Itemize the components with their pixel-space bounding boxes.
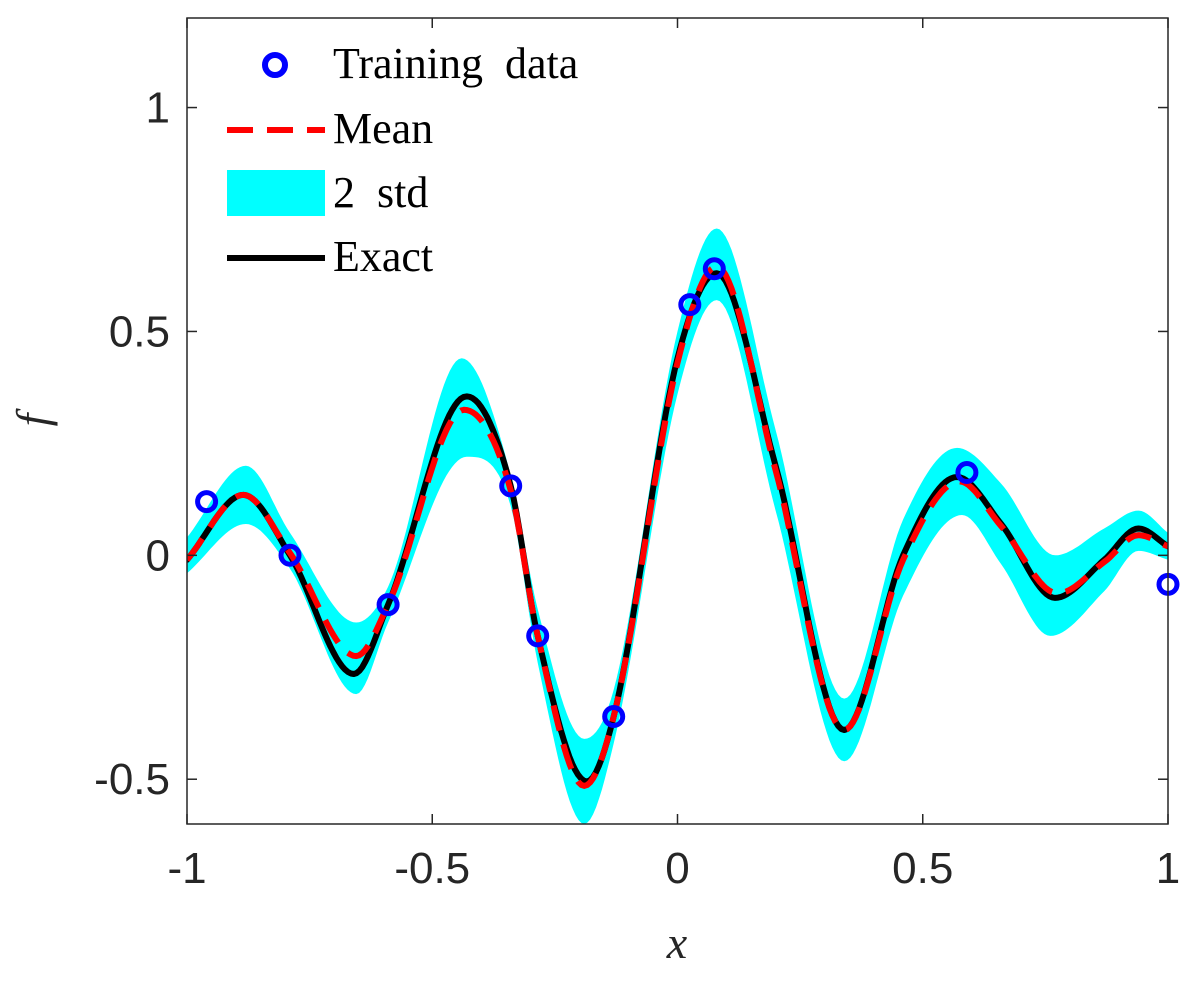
legend-std-swatch <box>227 170 325 216</box>
legend-std-label: 2 std <box>333 168 428 217</box>
x-axis-label: x <box>666 917 688 968</box>
x-tick-label-4: 0.5 <box>892 844 953 893</box>
training-point-1 <box>195 490 219 514</box>
y-tick-label-3: 0.5 <box>109 307 170 356</box>
legend-training-marker <box>262 52 288 78</box>
legend-entry-training: Training data <box>262 39 578 88</box>
x-tick-label-1: -1 <box>167 844 206 893</box>
legend-exact-label: Exact <box>333 232 433 281</box>
x-tick-label-5: 1 <box>1156 844 1180 893</box>
plot-area <box>187 228 1168 824</box>
legend-entry-exact: Exact <box>227 232 433 281</box>
training-point-6 <box>602 705 626 728</box>
legend-training-label: Training data <box>333 39 578 88</box>
y-tick-label-2: 0 <box>146 531 170 580</box>
training-point-5 <box>526 624 550 648</box>
legend-entry-std: 2 std <box>227 168 428 217</box>
x-tick-labels: -1 -0.5 0 0.5 1 <box>167 844 1180 893</box>
legend-entry-mean: Mean <box>227 104 433 153</box>
y-tick-label-1: -0.5 <box>94 755 170 804</box>
training-point-2 <box>278 543 302 567</box>
training-point-4 <box>499 474 523 498</box>
training-point-8 <box>702 257 726 281</box>
training-data-markers <box>195 257 1180 728</box>
x-tick-label-2: -0.5 <box>394 844 470 893</box>
training-point-7 <box>678 293 702 317</box>
training-point-3 <box>376 593 400 617</box>
y-tick-label-4: 1 <box>146 84 170 133</box>
axis-ticks <box>186 18 1169 824</box>
legend: Training data Mean 2 std Exact <box>227 39 578 281</box>
training-point-9 <box>955 461 979 484</box>
x-tick-label-3: 0 <box>665 844 689 893</box>
legend-mean-label: Mean <box>333 104 433 153</box>
y-tick-labels: -0.5 0 0.5 1 <box>94 84 170 805</box>
mean-line <box>187 263 1168 790</box>
